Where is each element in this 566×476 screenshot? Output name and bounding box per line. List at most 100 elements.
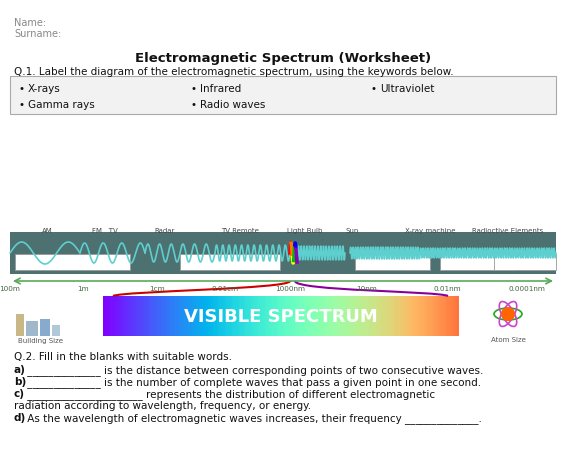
Bar xyxy=(393,297,395,336)
Bar xyxy=(381,297,383,336)
Text: As the wavelength of electromagnetic waves increases, their frequency __________: As the wavelength of electromagnetic wav… xyxy=(24,412,482,423)
Bar xyxy=(367,297,368,336)
Text: Ultraviolet: Ultraviolet xyxy=(380,84,434,94)
Bar xyxy=(265,297,267,336)
Bar xyxy=(320,297,321,336)
Bar xyxy=(285,297,287,336)
Bar xyxy=(447,297,449,336)
Bar xyxy=(359,297,361,336)
Bar xyxy=(255,297,256,336)
Bar xyxy=(193,297,195,336)
Bar xyxy=(297,297,299,336)
Bar xyxy=(240,297,242,336)
Text: X-rays: X-rays xyxy=(28,84,61,94)
Bar xyxy=(201,297,203,336)
Bar xyxy=(341,297,342,336)
Bar xyxy=(322,297,324,336)
Bar xyxy=(407,297,409,336)
Bar xyxy=(245,297,247,336)
Bar xyxy=(444,297,445,336)
Bar xyxy=(325,297,327,336)
Circle shape xyxy=(501,307,515,321)
Bar xyxy=(244,297,246,336)
Bar xyxy=(290,297,291,336)
Bar xyxy=(239,297,241,336)
Text: •: • xyxy=(190,100,196,110)
Bar xyxy=(451,297,453,336)
Bar xyxy=(324,297,326,336)
Bar xyxy=(292,297,294,336)
Bar xyxy=(209,297,211,336)
Bar xyxy=(252,297,254,336)
Bar xyxy=(362,297,364,336)
Text: 0.0001nm: 0.0001nm xyxy=(509,286,546,291)
Bar xyxy=(334,297,336,336)
Bar xyxy=(369,297,371,336)
Bar xyxy=(271,297,273,336)
Bar xyxy=(175,297,177,336)
Bar xyxy=(270,297,272,336)
Bar xyxy=(281,297,282,336)
Bar xyxy=(295,297,297,336)
Bar xyxy=(206,297,208,336)
Bar xyxy=(400,297,402,336)
Bar xyxy=(129,297,131,336)
Bar xyxy=(432,297,434,336)
Bar xyxy=(398,297,400,336)
Bar xyxy=(268,297,269,336)
Bar xyxy=(230,297,231,336)
Bar xyxy=(355,297,357,336)
Bar xyxy=(282,297,284,336)
Bar xyxy=(411,297,413,336)
Bar xyxy=(143,297,145,336)
Bar xyxy=(170,297,172,336)
Bar xyxy=(216,297,217,336)
Bar xyxy=(383,297,385,336)
Bar xyxy=(212,297,213,336)
Bar xyxy=(421,297,423,336)
Bar xyxy=(430,297,431,336)
Bar xyxy=(105,297,107,336)
Bar xyxy=(182,297,184,336)
Bar xyxy=(453,297,455,336)
Bar xyxy=(457,297,458,336)
Bar xyxy=(199,297,200,336)
Bar xyxy=(331,297,333,336)
Bar xyxy=(119,297,121,336)
Bar xyxy=(126,297,127,336)
Text: Atom Size: Atom Size xyxy=(491,336,525,342)
Bar xyxy=(386,297,388,336)
Bar xyxy=(136,297,138,336)
Bar xyxy=(247,297,249,336)
Bar xyxy=(257,297,259,336)
Text: TV Remote: TV Remote xyxy=(221,228,259,234)
Bar xyxy=(348,297,350,336)
Text: Building Size: Building Size xyxy=(19,337,63,343)
Bar xyxy=(173,297,174,336)
Bar xyxy=(419,297,421,336)
Bar xyxy=(316,297,318,336)
Bar xyxy=(118,297,120,336)
Bar xyxy=(112,297,113,336)
Text: FM   TV: FM TV xyxy=(92,228,118,234)
Bar xyxy=(135,297,136,336)
Bar xyxy=(226,297,228,336)
Bar xyxy=(387,297,389,336)
Bar xyxy=(134,297,135,336)
Bar xyxy=(425,297,427,336)
Bar xyxy=(372,297,374,336)
Bar xyxy=(354,297,355,336)
Bar xyxy=(356,297,358,336)
Bar xyxy=(327,297,328,336)
Bar xyxy=(222,297,224,336)
Bar xyxy=(250,297,251,336)
Bar xyxy=(291,297,293,336)
Bar xyxy=(284,297,286,336)
Bar xyxy=(121,297,122,336)
Text: •: • xyxy=(18,100,24,110)
Bar xyxy=(283,297,285,336)
Bar xyxy=(389,297,391,336)
Bar xyxy=(349,297,351,336)
Bar xyxy=(141,297,143,336)
Bar xyxy=(289,297,290,336)
